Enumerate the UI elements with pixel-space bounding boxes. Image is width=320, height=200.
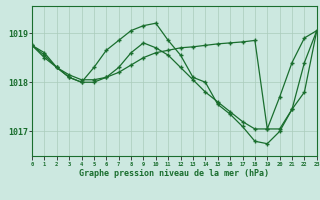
X-axis label: Graphe pression niveau de la mer (hPa): Graphe pression niveau de la mer (hPa) [79, 169, 269, 178]
